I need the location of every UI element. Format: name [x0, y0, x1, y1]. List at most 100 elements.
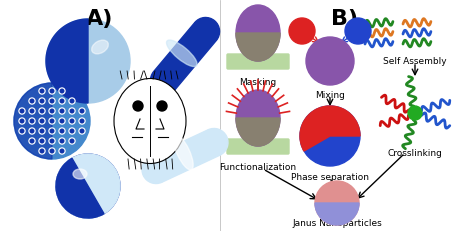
Circle shape [50, 139, 54, 143]
Wedge shape [195, 18, 219, 40]
Ellipse shape [166, 40, 197, 67]
Polygon shape [150, 130, 220, 182]
Circle shape [70, 99, 74, 103]
Ellipse shape [91, 40, 109, 54]
Circle shape [50, 89, 54, 93]
Circle shape [49, 118, 55, 124]
Circle shape [39, 128, 45, 134]
Circle shape [39, 138, 45, 144]
Circle shape [80, 129, 84, 133]
Circle shape [60, 99, 64, 103]
Circle shape [50, 119, 54, 123]
Polygon shape [236, 118, 280, 146]
Circle shape [60, 139, 64, 143]
Wedge shape [300, 106, 360, 151]
Circle shape [30, 139, 34, 143]
FancyBboxPatch shape [227, 139, 289, 154]
Circle shape [60, 109, 64, 113]
Circle shape [49, 108, 55, 114]
Circle shape [300, 106, 360, 166]
Circle shape [59, 148, 65, 154]
Wedge shape [315, 203, 359, 225]
Circle shape [49, 98, 55, 104]
Circle shape [79, 128, 85, 134]
Circle shape [19, 128, 25, 134]
FancyBboxPatch shape [227, 54, 289, 69]
Circle shape [59, 138, 65, 144]
Ellipse shape [236, 5, 280, 61]
Circle shape [50, 109, 54, 113]
Circle shape [70, 129, 74, 133]
Circle shape [59, 88, 65, 94]
Circle shape [29, 108, 35, 114]
Circle shape [315, 181, 359, 225]
Circle shape [306, 37, 354, 85]
Circle shape [50, 149, 54, 153]
Circle shape [157, 101, 167, 111]
Circle shape [30, 99, 34, 103]
Text: Phase separation: Phase separation [291, 173, 369, 182]
Circle shape [29, 118, 35, 124]
Circle shape [80, 119, 84, 123]
Circle shape [49, 148, 55, 154]
Ellipse shape [73, 169, 87, 179]
Circle shape [289, 18, 315, 44]
Circle shape [40, 139, 44, 143]
Circle shape [20, 129, 24, 133]
Circle shape [133, 101, 143, 111]
Wedge shape [14, 83, 52, 159]
Circle shape [49, 88, 55, 94]
Circle shape [69, 118, 75, 124]
Text: Self Assembly: Self Assembly [383, 57, 447, 66]
Circle shape [49, 128, 55, 134]
Circle shape [60, 89, 64, 93]
Circle shape [59, 128, 65, 134]
Circle shape [60, 129, 64, 133]
Circle shape [60, 149, 64, 153]
Circle shape [69, 128, 75, 134]
Circle shape [60, 119, 64, 123]
Circle shape [30, 119, 34, 123]
Polygon shape [236, 33, 280, 61]
Circle shape [50, 129, 54, 133]
Wedge shape [208, 128, 228, 155]
Circle shape [40, 109, 44, 113]
Circle shape [345, 18, 371, 44]
Text: Crosslinking: Crosslinking [388, 149, 442, 158]
Text: B): B) [331, 9, 358, 29]
Wedge shape [56, 158, 104, 218]
Circle shape [70, 109, 74, 113]
Circle shape [29, 128, 35, 134]
Circle shape [59, 108, 65, 114]
Polygon shape [154, 22, 216, 89]
Circle shape [69, 108, 75, 114]
Circle shape [40, 149, 44, 153]
Text: A): A) [86, 9, 114, 29]
Text: ⚯: ⚯ [131, 100, 169, 143]
Circle shape [19, 108, 25, 114]
Circle shape [50, 99, 54, 103]
Circle shape [40, 99, 44, 103]
Circle shape [39, 98, 45, 104]
Circle shape [80, 109, 84, 113]
Polygon shape [46, 19, 88, 103]
Circle shape [39, 108, 45, 114]
Circle shape [40, 119, 44, 123]
Circle shape [79, 108, 85, 114]
Circle shape [30, 129, 34, 133]
Circle shape [39, 118, 45, 124]
Circle shape [59, 98, 65, 104]
Ellipse shape [236, 90, 280, 146]
Circle shape [69, 98, 75, 104]
Circle shape [49, 138, 55, 144]
Circle shape [14, 83, 90, 159]
Circle shape [56, 154, 120, 218]
Ellipse shape [114, 79, 186, 164]
Circle shape [40, 89, 44, 93]
Text: Functionalization: Functionalization [219, 163, 297, 172]
Circle shape [69, 138, 75, 144]
Circle shape [19, 118, 25, 124]
Circle shape [408, 106, 422, 120]
Circle shape [56, 154, 120, 218]
Circle shape [59, 118, 65, 124]
